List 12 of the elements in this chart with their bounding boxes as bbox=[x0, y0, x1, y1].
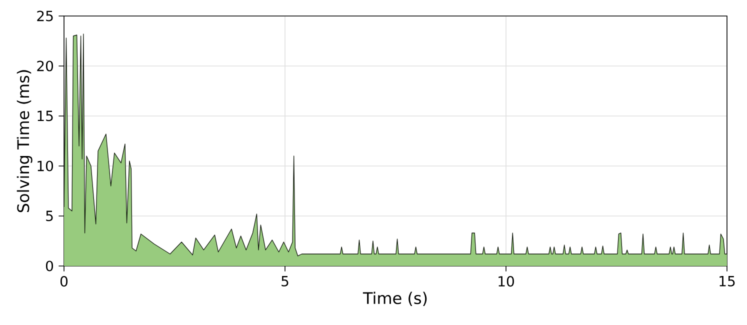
x-tick-label: 10 bbox=[498, 276, 514, 287]
y-tick-label: 25 bbox=[37, 10, 53, 22]
x-tick-label: 0 bbox=[60, 276, 68, 287]
x-axis-title: Time (s) bbox=[362, 292, 427, 306]
x-tick-label: 5 bbox=[282, 276, 288, 286]
y-tick-label: 0 bbox=[46, 260, 54, 272]
y-tick-label: 20 bbox=[37, 60, 54, 72]
x-tick-label: 15 bbox=[720, 276, 735, 286]
y-tick-label: 5 bbox=[46, 210, 53, 222]
y-axis-title: Solving Time (ms) bbox=[16, 70, 32, 212]
y-tick-label: 10 bbox=[38, 160, 54, 172]
y-tick-label: 15 bbox=[38, 110, 53, 122]
